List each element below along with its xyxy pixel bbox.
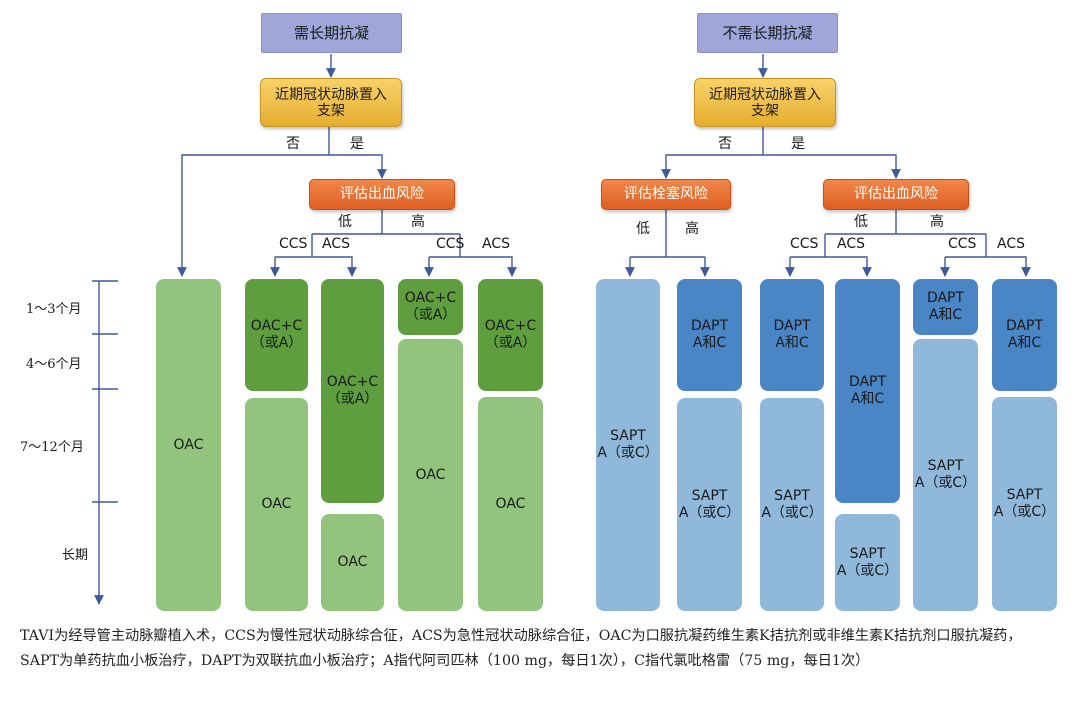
right-thrombo-low: 低 [636, 221, 650, 237]
long-term-anticoag-header: 需长期抗凝 [261, 13, 402, 53]
col7-sapt: SAPT A（或C） [677, 398, 742, 611]
col4-oac: OAC [398, 339, 463, 611]
left-low-label: 低 [338, 214, 352, 230]
timeline-7-12-months: 7～12个月 [20, 440, 84, 455]
figure-caption: TAVI为经导管主动脉瓣植入术，CCS为慢性冠状动脉综合征，ACS为急性冠状动脉… [20, 628, 1022, 669]
col9-sapt: SAPT A（或C） [835, 514, 900, 611]
right-thrombo-high: 高 [685, 221, 699, 237]
right-thrombo-risk: 评估栓塞风险 [601, 179, 731, 210]
col3-oac-c: OAC+C （或A） [321, 279, 384, 503]
left-no-label: 否 [286, 136, 300, 152]
col6-sapt: SAPT A（或C） [596, 279, 660, 611]
left-ccs-low: CCS [279, 236, 308, 252]
col5-oac: OAC [478, 397, 543, 611]
right-yes-label: 是 [791, 136, 805, 152]
col5-oac-c: OAC+C （或A） [478, 279, 543, 391]
left-stent-decision: 近期冠状动脉置入 支架 [260, 78, 402, 127]
col7-dapt: DAPT A和C [677, 279, 742, 391]
col10-sapt: SAPT A（或C） [913, 339, 978, 611]
left-yes-label: 是 [350, 136, 364, 152]
right-acs-low: ACS [837, 236, 865, 252]
right-no-label: 否 [718, 136, 732, 152]
col4-oac-c: OAC+C （或A） [398, 279, 463, 335]
col11-dapt: DAPT A和C [992, 279, 1057, 391]
right-high-label: 高 [930, 214, 944, 230]
col11-sapt: SAPT A（或C） [992, 397, 1057, 611]
col1-oac: OAC [156, 279, 221, 611]
right-ccs-high: CCS [948, 236, 977, 252]
right-ccs-low: CCS [790, 236, 819, 252]
right-acs-high: ACS [997, 236, 1025, 252]
col8-sapt: SAPT A（或C） [760, 398, 824, 611]
col2-oac-c: OAC+C （或A） [245, 279, 308, 391]
left-ccs-high: CCS [436, 236, 465, 252]
right-bleed-risk: 评估出血风险 [823, 179, 969, 210]
timeline-4-6-months: 4～6个月 [26, 357, 82, 372]
col2-oac: OAC [245, 398, 308, 611]
left-acs-low: ACS [322, 236, 350, 252]
col10-dapt: DAPT A和C [913, 279, 978, 335]
col9-dapt: DAPT A和C [835, 279, 900, 503]
left-high-label: 高 [411, 214, 425, 230]
left-bleed-risk: 评估出血风险 [309, 179, 455, 210]
timeline-1-3-months: 1～3个月 [26, 302, 82, 317]
timeline-long-term: 长期 [62, 548, 89, 563]
right-stent-decision: 近期冠状动脉置入 支架 [694, 78, 836, 127]
left-acs-high: ACS [482, 236, 510, 252]
col3-oac: OAC [321, 514, 384, 611]
no-long-term-anticoag-header: 不需长期抗凝 [697, 13, 838, 53]
right-low-label: 低 [854, 214, 868, 230]
col8-dapt: DAPT A和C [760, 279, 824, 391]
